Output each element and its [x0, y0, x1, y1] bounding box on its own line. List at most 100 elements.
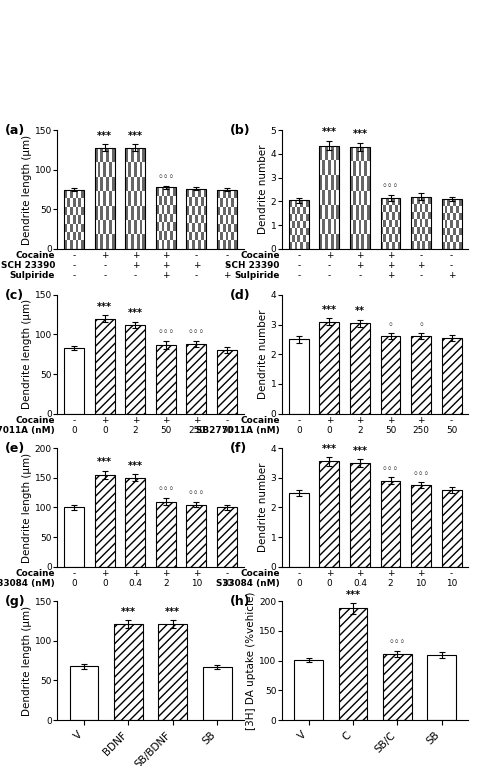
Text: -: -	[450, 261, 453, 270]
Bar	[70, 224, 73, 232]
Bar	[380, 336, 401, 414]
Y-axis label: Dendrite length (μm): Dendrite length (μm)	[22, 135, 32, 244]
Text: +: +	[387, 271, 394, 280]
Text: -: -	[225, 251, 228, 260]
Bar	[380, 227, 383, 234]
Text: ***: ***	[97, 302, 112, 312]
Bar	[186, 344, 206, 414]
Text: -: -	[134, 271, 137, 280]
Bar	[103, 220, 106, 234]
Bar	[395, 220, 398, 227]
Bar	[142, 148, 145, 162]
Bar	[64, 189, 84, 249]
Bar	[106, 234, 109, 249]
Bar	[81, 224, 84, 232]
Text: ◦◦◦: ◦◦◦	[389, 637, 406, 647]
Text: +: +	[193, 416, 200, 425]
Bar	[442, 199, 462, 249]
Bar	[195, 214, 198, 223]
Bar	[386, 227, 389, 234]
Text: -: -	[328, 261, 331, 270]
Bar	[125, 148, 128, 162]
Text: +: +	[417, 569, 425, 578]
Bar	[95, 148, 115, 249]
Bar	[395, 234, 398, 241]
Bar	[386, 212, 389, 220]
Bar	[156, 187, 176, 249]
Text: (c): (c)	[5, 289, 24, 302]
Bar	[76, 207, 78, 215]
Bar	[450, 206, 453, 213]
Bar	[398, 241, 401, 249]
Bar	[445, 206, 447, 213]
Text: -: -	[358, 271, 361, 280]
Bar	[109, 162, 112, 177]
Bar	[64, 207, 67, 215]
Bar	[223, 189, 226, 198]
Y-axis label: Dendrite length (μm): Dendrite length (μm)	[22, 606, 32, 715]
Bar	[292, 221, 294, 228]
Text: +: +	[162, 416, 170, 425]
Bar	[411, 227, 414, 234]
Text: +: +	[356, 569, 364, 578]
Bar	[398, 198, 401, 205]
Bar	[112, 148, 115, 162]
Bar	[350, 234, 353, 249]
Bar	[456, 206, 459, 213]
Bar	[95, 148, 98, 162]
Bar	[186, 223, 189, 232]
Text: +: +	[326, 416, 333, 425]
Bar	[447, 228, 450, 234]
Bar	[158, 624, 187, 720]
Bar	[300, 200, 303, 208]
Text: +: +	[101, 416, 109, 425]
Bar	[350, 147, 353, 162]
Bar	[140, 191, 142, 205]
Bar	[334, 160, 337, 175]
Bar	[356, 234, 358, 249]
Bar	[156, 205, 159, 214]
Bar	[64, 348, 84, 414]
Bar	[162, 205, 164, 214]
Bar	[95, 234, 98, 249]
Bar	[189, 214, 192, 223]
Bar	[156, 187, 176, 249]
Bar	[173, 187, 176, 196]
Text: +: +	[448, 271, 456, 280]
Bar	[337, 175, 339, 190]
Bar	[98, 191, 100, 205]
Bar	[173, 205, 176, 214]
Bar	[292, 235, 294, 242]
Bar	[423, 211, 425, 219]
Bar	[100, 148, 103, 162]
Bar	[450, 221, 453, 228]
Bar	[234, 207, 237, 215]
Bar	[358, 191, 361, 205]
Bar	[204, 206, 206, 214]
Bar	[201, 232, 204, 241]
Bar	[70, 241, 73, 249]
Text: ***: ***	[322, 305, 337, 315]
Bar	[459, 228, 462, 234]
Text: ◦: ◦	[388, 320, 393, 330]
Bar	[319, 205, 322, 219]
Text: **: **	[355, 306, 365, 316]
Text: +: +	[356, 261, 364, 270]
Bar	[297, 235, 300, 242]
Text: 10: 10	[191, 579, 202, 588]
Text: 2: 2	[163, 579, 169, 588]
Bar	[64, 189, 84, 249]
Bar	[189, 198, 192, 206]
Bar	[95, 319, 115, 414]
Text: +: +	[326, 569, 333, 578]
Bar	[134, 191, 137, 205]
Bar	[428, 211, 431, 219]
Bar	[367, 176, 370, 191]
Bar	[306, 228, 309, 235]
Text: -: -	[420, 251, 423, 260]
Text: ◦◦◦: ◦◦◦	[157, 172, 174, 182]
Bar	[70, 207, 73, 215]
Text: (a): (a)	[5, 124, 25, 137]
Bar	[73, 215, 76, 224]
Text: 0: 0	[326, 579, 332, 588]
